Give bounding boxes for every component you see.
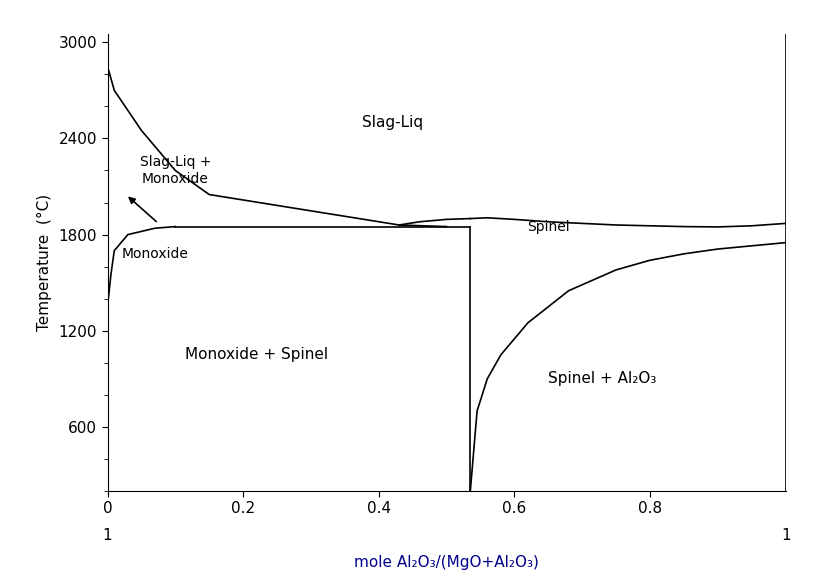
Text: Slag-Liq +
Monoxide: Slag-Liq + Monoxide	[140, 155, 211, 186]
Text: 1: 1	[103, 528, 112, 542]
Text: 1: 1	[781, 528, 791, 542]
Text: Monoxide + Spinel: Monoxide + Spinel	[185, 347, 328, 363]
Text: Slag-Liq: Slag-Liq	[361, 115, 423, 130]
Y-axis label: Temperature  (°C): Temperature (°C)	[36, 194, 51, 331]
Text: Monoxide: Monoxide	[122, 247, 189, 261]
X-axis label: mole Al₂O₃/(MgO+Al₂O₃): mole Al₂O₃/(MgO+Al₂O₃)	[354, 556, 539, 570]
Text: Spinel: Spinel	[527, 220, 570, 234]
Text: Spinel + Al₂O₃: Spinel + Al₂O₃	[548, 371, 657, 387]
